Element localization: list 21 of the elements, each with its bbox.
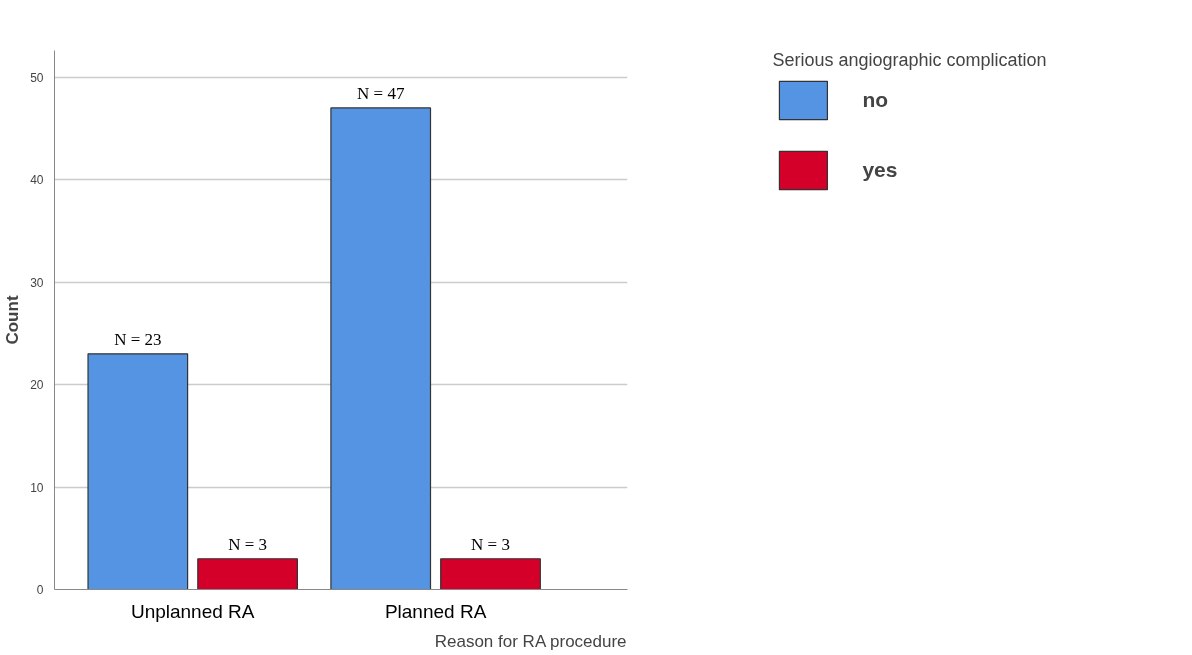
y-tick-label: 10 <box>30 480 44 495</box>
y-axis-title: Count <box>3 295 23 345</box>
bar <box>330 107 432 590</box>
bar <box>440 558 541 590</box>
x-tick-label: Unplanned RA <box>130 600 255 622</box>
data-label: N = 47 <box>357 83 405 103</box>
data-label: N = 3 <box>228 534 268 554</box>
legend-label: yes <box>862 158 898 182</box>
y-tick-label: 20 <box>30 378 44 393</box>
x-axis-title: Reason for RA procedure <box>434 631 627 651</box>
bar <box>87 353 189 590</box>
y-tick-label: 50 <box>30 70 44 85</box>
legend-title: Serious angiographic complication <box>772 50 1047 71</box>
x-tick-label: Planned RA <box>384 600 487 622</box>
y-tick-label: 0 <box>36 583 44 597</box>
y-tick-label: 40 <box>30 173 44 188</box>
legend-label: no <box>862 88 889 112</box>
bar <box>197 558 298 590</box>
data-label: N = 23 <box>114 329 162 349</box>
y-tick-label: 30 <box>30 275 44 290</box>
data-label: N = 3 <box>471 534 510 554</box>
